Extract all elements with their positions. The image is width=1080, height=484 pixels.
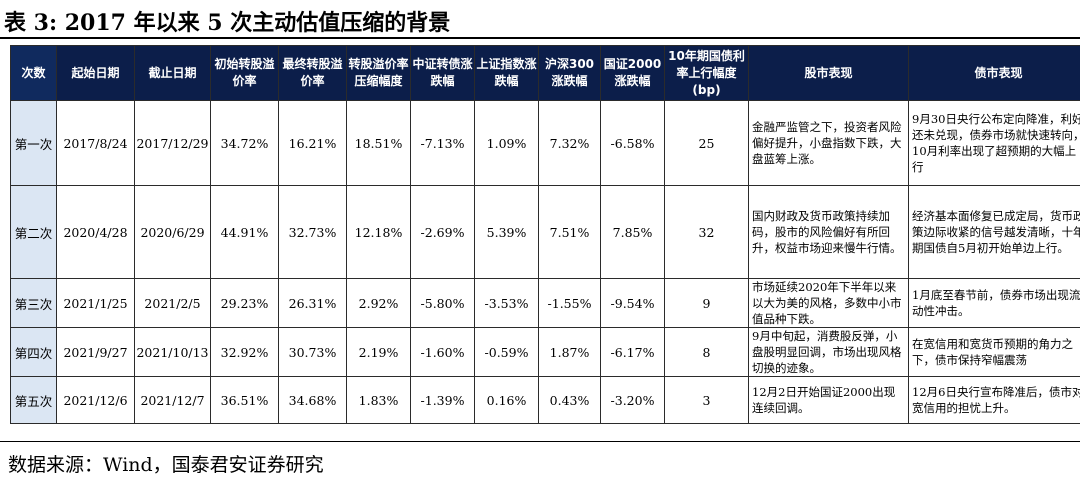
sse-cell: 1.09% [474, 100, 539, 186]
csi-cb-cell: -5.80% [410, 278, 475, 328]
row-label: 第三次 [10, 278, 57, 328]
csi-cb-cell: -1.39% [410, 376, 475, 424]
bp-cell: 3 [664, 376, 749, 424]
source-divider [0, 441, 1080, 442]
table-row: 第四次 2021/9/27 2021/10/13 32.92% 30.73% 2… [10, 327, 1080, 377]
initial-premium-cell: 29.23% [210, 278, 279, 328]
final-premium-cell: 30.73% [278, 327, 347, 377]
end-date-cell: 2020/6/29 [134, 185, 211, 279]
header-cell: 转股溢价率压缩幅度 [346, 45, 411, 101]
table-row: 第一次 2017/8/24 2017/12/29 34.72% 16.21% 1… [10, 100, 1080, 186]
initial-premium-cell: 44.91% [210, 185, 279, 279]
bp-cell: 9 [664, 278, 749, 328]
initial-premium-cell: 36.51% [210, 376, 279, 424]
gz2000-cell: 7.85% [600, 185, 665, 279]
table-row: 第五次 2021/12/6 2021/12/7 36.51% 34.68% 1.… [10, 376, 1080, 424]
stock-market-cell: 12月2日开始国证2000出现连续回调。 [748, 376, 909, 424]
header-cell: 中证转债涨跌幅 [410, 45, 475, 101]
sse-cell: 5.39% [474, 185, 539, 279]
table-row: 第二次 2020/4/28 2020/6/29 44.91% 32.73% 12… [10, 185, 1080, 279]
bond-market-cell: 9月30日央行公布定向降准，利好还未兑现，债券市场就快速转向，10月利率出现了超… [908, 100, 1080, 186]
start-date-cell: 2021/12/6 [56, 376, 135, 424]
bp-cell: 32 [664, 185, 749, 279]
table-title: 表 3: 2017 年以来 5 次主动估值压缩的背景 [4, 10, 451, 36]
compression-cell: 2.19% [346, 327, 411, 377]
row-label: 第一次 [10, 100, 57, 186]
row-label: 第四次 [10, 327, 57, 377]
end-date-cell: 2021/12/7 [134, 376, 211, 424]
sse-cell: 0.16% [474, 376, 539, 424]
header-row: 次数 起始日期 截止日期 初始转股溢价率 最终转股溢价率 转股溢价率压缩幅度 中… [10, 45, 1080, 101]
bp-cell: 8 [664, 327, 749, 377]
start-date-cell: 2017/8/24 [56, 100, 135, 186]
row-label: 第五次 [10, 376, 57, 424]
bond-market-cell: 1月底至春节前，债券市场出现流动性冲击。 [908, 278, 1080, 328]
final-premium-cell: 32.73% [278, 185, 347, 279]
csi-cb-cell: -7.13% [410, 100, 475, 186]
csi-cb-cell: -1.60% [410, 327, 475, 377]
header-cell: 债市表现 [908, 45, 1080, 101]
end-date-cell: 2021/10/13 [134, 327, 211, 377]
stock-market-cell: 国内财政及货币政策持续加码，股市的风险偏好有所回升，权益市场迎来慢牛行情。 [748, 185, 909, 279]
header-cell: 次数 [10, 45, 57, 101]
hs300-cell: 7.32% [538, 100, 601, 186]
csi-cb-cell: -2.69% [410, 185, 475, 279]
hs300-cell: 7.51% [538, 185, 601, 279]
gz2000-cell: -6.58% [600, 100, 665, 186]
final-premium-cell: 34.68% [278, 376, 347, 424]
hs300-cell: 1.87% [538, 327, 601, 377]
row-label: 第二次 [10, 185, 57, 279]
end-date-cell: 2021/2/5 [134, 278, 211, 328]
compression-cell: 12.18% [346, 185, 411, 279]
compression-cell: 1.83% [346, 376, 411, 424]
bond-market-cell: 12月6日央行宣布降准后，债市对宽信用的担忧上升。 [908, 376, 1080, 424]
start-date-cell: 2021/1/25 [56, 278, 135, 328]
header-cell: 沪深300涨跌幅 [538, 45, 601, 101]
hs300-cell: -1.55% [538, 278, 601, 328]
header-cell: 初始转股溢价率 [210, 45, 279, 101]
compression-cell: 18.51% [346, 100, 411, 186]
gz2000-cell: -3.20% [600, 376, 665, 424]
gz2000-cell: -9.54% [600, 278, 665, 328]
gz2000-cell: -6.17% [600, 327, 665, 377]
final-premium-cell: 26.31% [278, 278, 347, 328]
table-row: 第三次 2021/1/25 2021/2/5 29.23% 26.31% 2.9… [10, 278, 1080, 328]
start-date-cell: 2021/9/27 [56, 327, 135, 377]
hs300-cell: 0.43% [538, 376, 601, 424]
compression-cell: 2.92% [346, 278, 411, 328]
bp-cell: 25 [664, 100, 749, 186]
header-cell: 截止日期 [134, 45, 211, 101]
header-cell: 最终转股溢价率 [278, 45, 347, 101]
stock-market-cell: 金融严监管之下，投资者风险偏好提升，小盘指数下跌，大盘蓝筹上涨。 [748, 100, 909, 186]
initial-premium-cell: 32.92% [210, 327, 279, 377]
data-source-note: 数据来源：Wind，国泰君安证券研究 [8, 454, 324, 476]
bond-market-cell: 在宽信用和宽货币预期的角力之下，债市保持窄幅震荡 [908, 327, 1080, 377]
bond-market-cell: 经济基本面修复已成定局，货币政策边际收紧的信号越发清晰，十年期国债自5月初开始单… [908, 185, 1080, 279]
final-premium-cell: 16.21% [278, 100, 347, 186]
valuation-compression-table: 次数 起始日期 截止日期 初始转股溢价率 最终转股溢价率 转股溢价率压缩幅度 中… [10, 45, 1080, 424]
header-cell: 起始日期 [56, 45, 135, 101]
header-cell: 国证2000涨跌幅 [600, 45, 665, 101]
title-divider [0, 37, 1080, 39]
header-cell: 股市表现 [748, 45, 909, 101]
stock-market-cell: 市场延续2020年下半年以来以大为美的风格，多数中小市值品种下跌。 [748, 278, 909, 328]
sse-cell: -3.53% [474, 278, 539, 328]
end-date-cell: 2017/12/29 [134, 100, 211, 186]
header-cell: 10年期国债利率上行幅度(bp) [664, 45, 749, 101]
sse-cell: -0.59% [474, 327, 539, 377]
stock-market-cell: 9月中旬起，消费股反弹，小盘股明显回调，市场出现风格切换的迹象。 [748, 327, 909, 377]
initial-premium-cell: 34.72% [210, 100, 279, 186]
header-cell: 上证指数涨跌幅 [474, 45, 539, 101]
start-date-cell: 2020/4/28 [56, 185, 135, 279]
